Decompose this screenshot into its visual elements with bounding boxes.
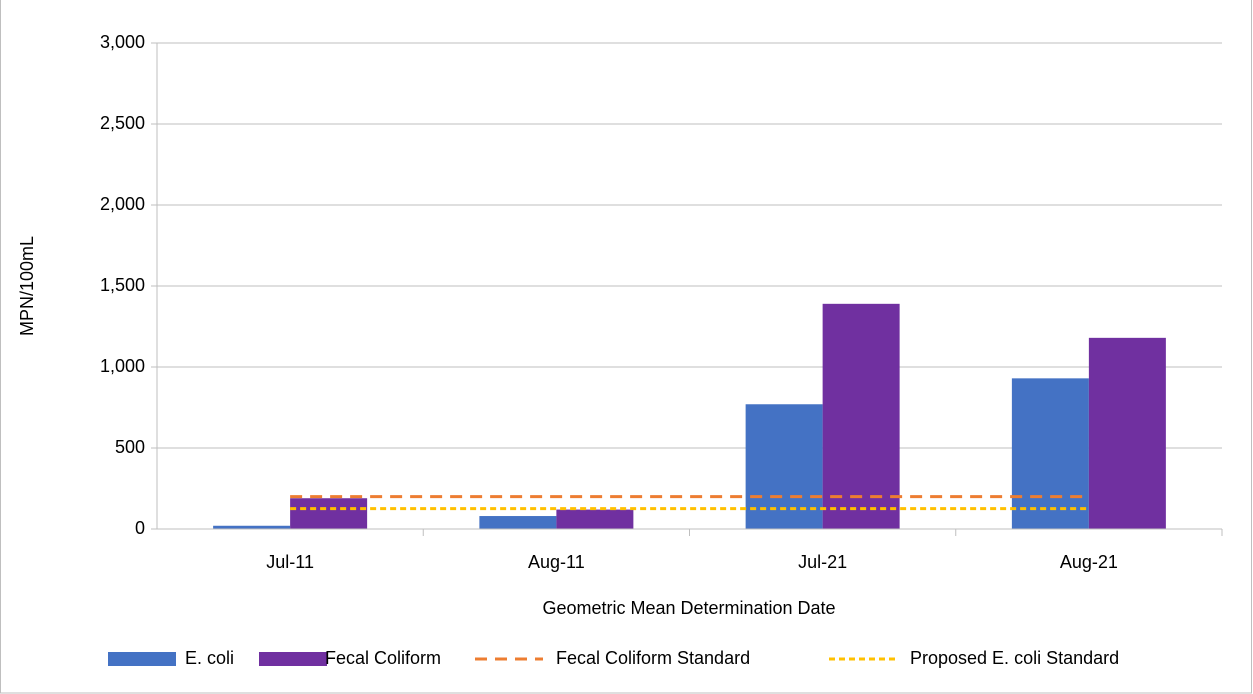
x-tick-label: Jul-11 (266, 552, 314, 572)
legend-label: Fecal Coliform (325, 648, 441, 668)
x-tick-label: Jul-21 (798, 552, 847, 572)
bar (479, 516, 557, 529)
y-tick-label: 3,000 (100, 32, 145, 52)
bar (213, 525, 291, 529)
bar (1088, 337, 1166, 529)
y-tick-label: 500 (115, 437, 145, 457)
bar (822, 303, 900, 529)
bar (745, 404, 823, 529)
bar (290, 498, 368, 529)
bar (556, 509, 634, 529)
y-axis-label: MPN/100mL (17, 236, 37, 336)
legend-label: E. coli (185, 648, 234, 668)
legend-swatch (259, 652, 327, 666)
bar (1011, 378, 1089, 529)
legend-label: Proposed E. coli Standard (910, 648, 1119, 668)
y-tick-label: 1,000 (100, 356, 145, 376)
y-tick-label: 0 (135, 518, 145, 538)
legend-swatch (108, 652, 176, 666)
y-tick-label: 2,500 (100, 113, 145, 133)
legend-label: Fecal Coliform Standard (556, 648, 750, 668)
y-tick-label: 2,000 (100, 194, 145, 214)
y-tick-label: 1,500 (100, 275, 145, 295)
x-axis-label: Geometric Mean Determination Date (542, 598, 835, 618)
x-tick-label: Aug-21 (1060, 552, 1118, 572)
x-tick-label: Aug-11 (528, 552, 585, 572)
